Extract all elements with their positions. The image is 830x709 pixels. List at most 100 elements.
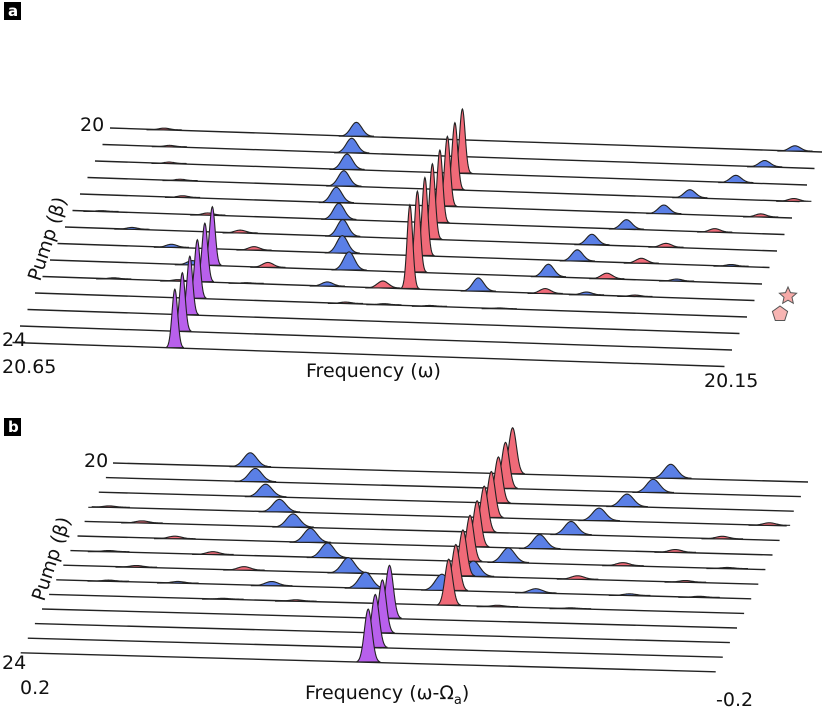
spectral-peak xyxy=(713,263,749,267)
spectral-peak xyxy=(202,597,244,600)
panel-a-xlabel: Frequency (ω) xyxy=(306,360,441,382)
spectral-peak xyxy=(476,604,519,608)
spectral-peak xyxy=(672,189,708,199)
panel-b-ytick-top: 20 xyxy=(84,450,108,472)
spectral-peak xyxy=(250,580,293,587)
spectral-peak xyxy=(556,575,599,580)
spectral-peak xyxy=(146,127,182,131)
spectral-peak xyxy=(326,170,362,187)
spectral-peak xyxy=(154,535,196,540)
panel-a-ytick-top: 20 xyxy=(80,114,104,136)
panel-a-ridges xyxy=(12,107,823,368)
spectral-peak xyxy=(608,219,645,230)
spectral-peak xyxy=(331,251,367,271)
spectral-peak xyxy=(648,242,684,248)
spectral-peak xyxy=(88,505,130,508)
spectral-peak xyxy=(518,534,561,550)
spectral-peak xyxy=(608,593,651,597)
spectral-peak xyxy=(157,580,199,584)
ridge-baseline xyxy=(112,462,809,483)
spectral-peak xyxy=(151,144,188,148)
panel-a-badge xyxy=(4,2,21,20)
spectral-peak xyxy=(121,520,163,524)
spectral-peak xyxy=(574,233,610,246)
spectral-peak xyxy=(527,287,563,294)
spectral-peak xyxy=(334,137,370,154)
panel-b-letter: b xyxy=(8,418,19,436)
spectral-peak xyxy=(87,579,130,582)
panel-a-letter: a xyxy=(8,2,18,20)
spectral-peak xyxy=(272,513,314,528)
panel-b-ridges xyxy=(20,426,809,673)
spectral-peak xyxy=(678,595,720,598)
spectral-peak xyxy=(153,243,190,248)
spectral-peak xyxy=(559,249,595,262)
spectral-peak xyxy=(646,204,682,215)
spectral-peak xyxy=(777,145,813,152)
spectral-peak xyxy=(87,549,130,553)
spectral-peak xyxy=(258,498,301,513)
spectral-peak xyxy=(164,195,201,198)
dominant-peak xyxy=(165,288,185,349)
spectral-peak xyxy=(338,121,374,137)
spectral-peak xyxy=(244,483,287,498)
spectral-peak xyxy=(365,280,401,289)
spectral-peak xyxy=(697,228,733,233)
spectral-peak xyxy=(162,178,198,182)
spectral-peak xyxy=(115,564,158,568)
spectral-peak xyxy=(623,257,659,264)
spectral-peak xyxy=(228,282,264,284)
spectral-peak xyxy=(514,588,557,594)
spectral-peak xyxy=(318,186,354,204)
spectral-peak xyxy=(550,520,592,536)
panel-a-ylabel: Pump (β) xyxy=(24,194,72,283)
spectral-peak xyxy=(250,261,286,268)
ridge-baseline xyxy=(49,593,745,615)
ridge-baseline xyxy=(105,476,801,498)
dominant-peak xyxy=(355,608,381,663)
spectral-peak xyxy=(617,294,653,298)
panel-b-ylabel: Pump (β) xyxy=(28,514,76,603)
spectral-peak xyxy=(701,535,744,540)
ridge-baseline xyxy=(27,308,740,335)
spectral-peak xyxy=(487,547,530,564)
spectral-peak xyxy=(309,281,345,287)
spectral-peak xyxy=(114,226,150,230)
spectral-peak xyxy=(658,278,695,282)
ridge-baseline xyxy=(63,564,759,585)
spectral-peak xyxy=(229,452,272,468)
spectral-peak xyxy=(327,301,364,305)
spectral-peak xyxy=(776,197,812,202)
pentagon-marker xyxy=(771,305,789,321)
spectral-peak xyxy=(602,562,644,567)
spectral-peak xyxy=(83,210,119,212)
spectral-peak xyxy=(325,218,361,237)
panel-b: b 20 24 0.2 -0.2 Frequency (ω-Ωa) Pump (… xyxy=(2,418,809,709)
panel-b-xlabel-sub: a xyxy=(454,693,462,708)
spectral-peak xyxy=(234,467,277,483)
spectral-peak xyxy=(649,463,692,479)
ridge-baseline xyxy=(12,341,725,368)
spectral-peak xyxy=(664,579,707,583)
spectral-peak xyxy=(460,277,496,292)
panel-a: a 20 24 20.65 20.15 Frequency (ω) Pump (… xyxy=(2,2,823,392)
ridge-baseline xyxy=(19,325,733,351)
spectral-peak xyxy=(589,272,625,280)
spectral-peak xyxy=(549,607,592,610)
spectral-peak xyxy=(654,548,697,553)
spectral-peak xyxy=(747,159,783,168)
dominant-peak xyxy=(436,558,462,606)
dominant-peak xyxy=(399,203,421,289)
spectral-peak xyxy=(743,213,779,218)
spectral-peak xyxy=(718,174,754,184)
panel-b-ytick-bottom: 24 xyxy=(2,652,26,674)
spectral-peak xyxy=(289,527,332,543)
ridge-baseline xyxy=(91,506,787,527)
spectral-peak xyxy=(530,263,567,278)
spectral-peak xyxy=(96,277,132,280)
ridge-baseline xyxy=(84,520,780,542)
spectral-peak xyxy=(222,229,258,234)
panel-a-xtick-right: 20.15 xyxy=(704,370,758,392)
panel-b-xlabel: Frequency (ω-Ωa) xyxy=(305,682,469,708)
panel-b-badge xyxy=(4,418,21,436)
